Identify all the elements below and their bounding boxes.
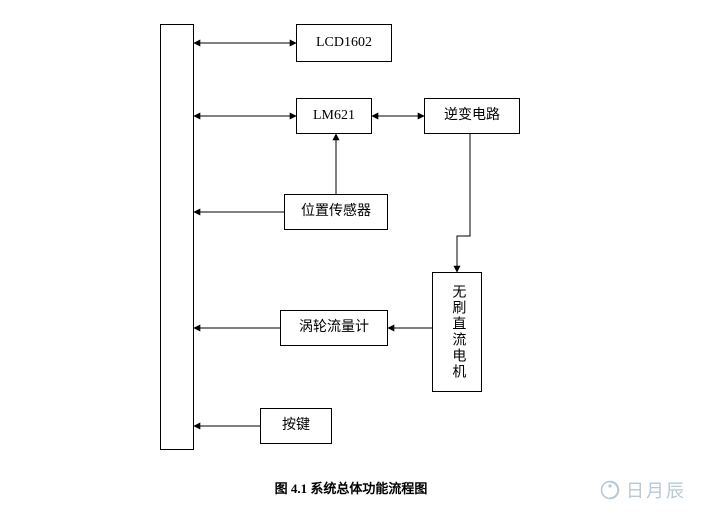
connector-layer — [0, 0, 702, 515]
flowmeter-box: 涡轮流量计 — [280, 310, 388, 346]
inverter-box: 逆变电路 — [424, 98, 520, 134]
motor-label: 无刷直流电机 — [449, 284, 466, 380]
keypad-label: 按键 — [282, 418, 310, 435]
inverter-label: 逆变电路 — [444, 108, 500, 125]
watermark: 日月辰 — [600, 477, 686, 503]
lcd-box: LCD1602 — [296, 24, 392, 62]
pos-sensor-label: 位置传感器 — [301, 204, 371, 221]
lcd-label: LCD1602 — [316, 35, 372, 52]
watermark-text: 日月辰 — [626, 477, 686, 503]
watermark-icon — [600, 480, 620, 500]
figure-caption-text: 图 4.1 系统总体功能流程图 — [275, 481, 428, 496]
controller-box — [160, 24, 194, 450]
figure-caption: 图 4.1 系统总体功能流程图 — [0, 478, 702, 497]
lm621-label: LM621 — [313, 108, 355, 125]
pos-sensor-box: 位置传感器 — [284, 194, 388, 230]
edge-inverter-motor — [457, 134, 470, 272]
motor-box: 无刷直流电机 — [432, 272, 482, 392]
keypad-box: 按键 — [260, 408, 332, 444]
lm621-box: LM621 — [296, 98, 372, 134]
flowmeter-label: 涡轮流量计 — [299, 320, 369, 337]
